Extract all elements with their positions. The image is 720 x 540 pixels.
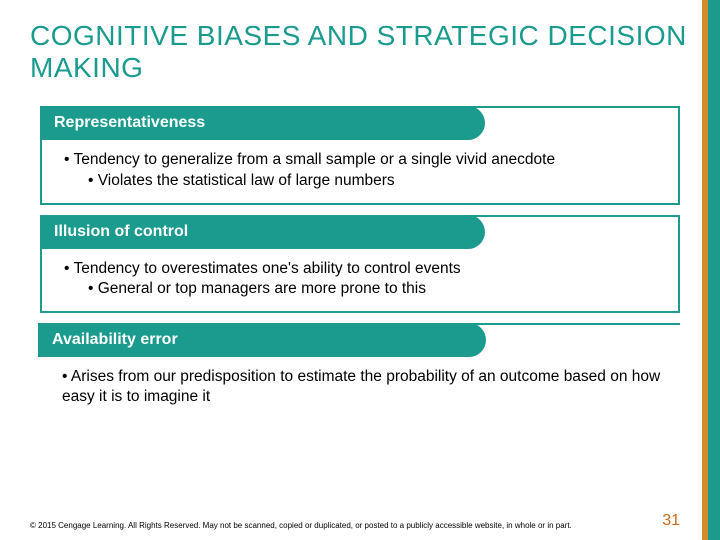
bullet-lvl2: Violates the statistical law of large nu…: [64, 171, 664, 191]
bias-block: Availability error Arises from our predi…: [40, 323, 680, 413]
bullet-lvl1: Arises from our predisposition to estima…: [62, 367, 666, 407]
block-body: Tendency to generalize from a small samp…: [42, 140, 678, 202]
bullet-lvl1: Tendency to overestimates one's ability …: [64, 259, 664, 279]
content-area: Representativeness Tendency to generaliz…: [0, 92, 720, 413]
bias-block: Representativeness Tendency to generaliz…: [40, 106, 680, 204]
slide-title: COGNITIVE BIASES AND STRATEGIC DECISION …: [0, 0, 720, 92]
footer: © 2015 Cengage Learning. All Rights Rese…: [30, 512, 680, 530]
block-header: Availability error: [38, 323, 486, 357]
copyright-text: © 2015 Cengage Learning. All Rights Rese…: [30, 521, 572, 530]
block-body: Arises from our predisposition to estima…: [40, 357, 680, 413]
block-header: Representativeness: [40, 106, 485, 140]
bias-block: Illusion of control Tendency to overesti…: [40, 215, 680, 313]
side-accent: [702, 0, 720, 540]
block-body: Tendency to overestimates one's ability …: [42, 249, 678, 311]
bullet-lvl2: General or top managers are more prone t…: [64, 279, 664, 299]
bullet-lvl1: Tendency to generalize from a small samp…: [64, 150, 664, 170]
side-accent-teal: [708, 0, 720, 540]
page-number: 31: [662, 512, 680, 530]
block-header: Illusion of control: [40, 215, 485, 249]
